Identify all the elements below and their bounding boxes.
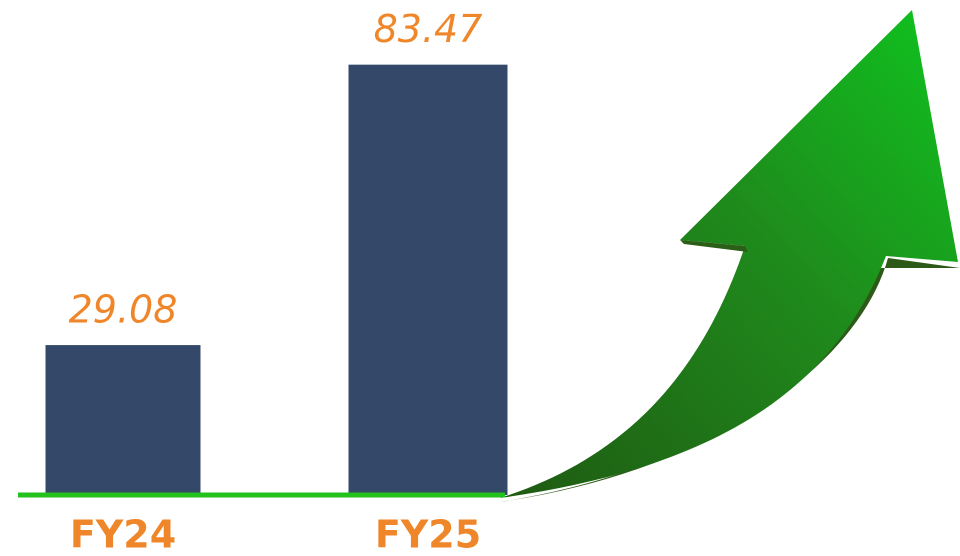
x-tick-label: FY24 bbox=[70, 513, 176, 556]
arrow-body bbox=[500, 10, 958, 498]
value-label: 83.47 bbox=[374, 7, 483, 51]
growth-arrow bbox=[500, 10, 960, 502]
plot-area: 29.08 FY24 83.47 FY25 bbox=[18, 7, 508, 556]
bar bbox=[348, 64, 508, 496]
value-label: 29.08 bbox=[69, 288, 178, 332]
arrow-edge bbox=[680, 240, 748, 252]
x-tick-label: FY25 bbox=[375, 513, 481, 556]
bar bbox=[45, 345, 201, 495]
